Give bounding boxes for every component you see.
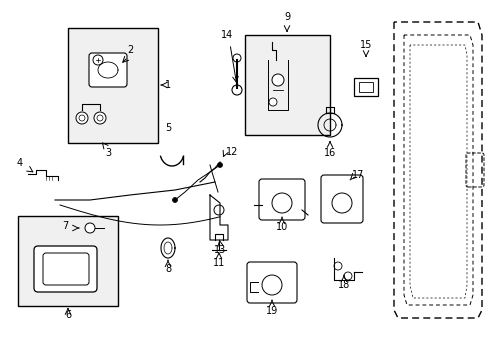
Text: 19: 19 [265,306,278,316]
Text: 8: 8 [164,264,171,274]
Text: 3: 3 [105,148,111,158]
Bar [353,78,377,96]
FancyBboxPatch shape [320,175,362,223]
Text: 18: 18 [337,280,349,290]
FancyBboxPatch shape [89,53,127,87]
Circle shape [268,98,276,106]
Circle shape [79,115,85,121]
Text: 6: 6 [65,310,71,320]
Text: 4: 4 [17,158,23,168]
Circle shape [214,205,224,215]
Text: 15: 15 [359,40,371,50]
Bar [18,216,118,306]
FancyBboxPatch shape [465,153,483,187]
FancyBboxPatch shape [246,262,296,303]
FancyBboxPatch shape [259,179,305,220]
Circle shape [85,223,95,233]
Text: 1: 1 [164,80,171,90]
Circle shape [333,262,341,270]
Circle shape [76,112,88,124]
Text: 12: 12 [225,147,238,157]
Text: 5: 5 [164,123,171,133]
FancyBboxPatch shape [34,246,97,292]
Bar [244,35,329,135]
Text: 7: 7 [61,221,68,231]
Circle shape [94,112,106,124]
Text: 17: 17 [351,170,364,180]
Circle shape [331,193,351,213]
FancyBboxPatch shape [43,253,89,285]
Circle shape [232,54,241,62]
Circle shape [271,74,284,86]
Text: 10: 10 [275,222,287,232]
Bar [68,28,158,143]
Circle shape [217,162,222,167]
Circle shape [172,198,177,202]
Text: 14: 14 [221,30,233,40]
Text: 13: 13 [213,245,225,255]
Circle shape [97,115,103,121]
Text: 9: 9 [284,12,289,22]
Circle shape [262,275,282,295]
Text: 2: 2 [126,45,133,55]
Circle shape [93,55,103,65]
Circle shape [343,272,351,280]
Bar [358,82,372,92]
Text: 11: 11 [212,258,224,268]
Circle shape [231,85,242,95]
Text: 16: 16 [323,148,335,158]
Circle shape [271,193,291,213]
